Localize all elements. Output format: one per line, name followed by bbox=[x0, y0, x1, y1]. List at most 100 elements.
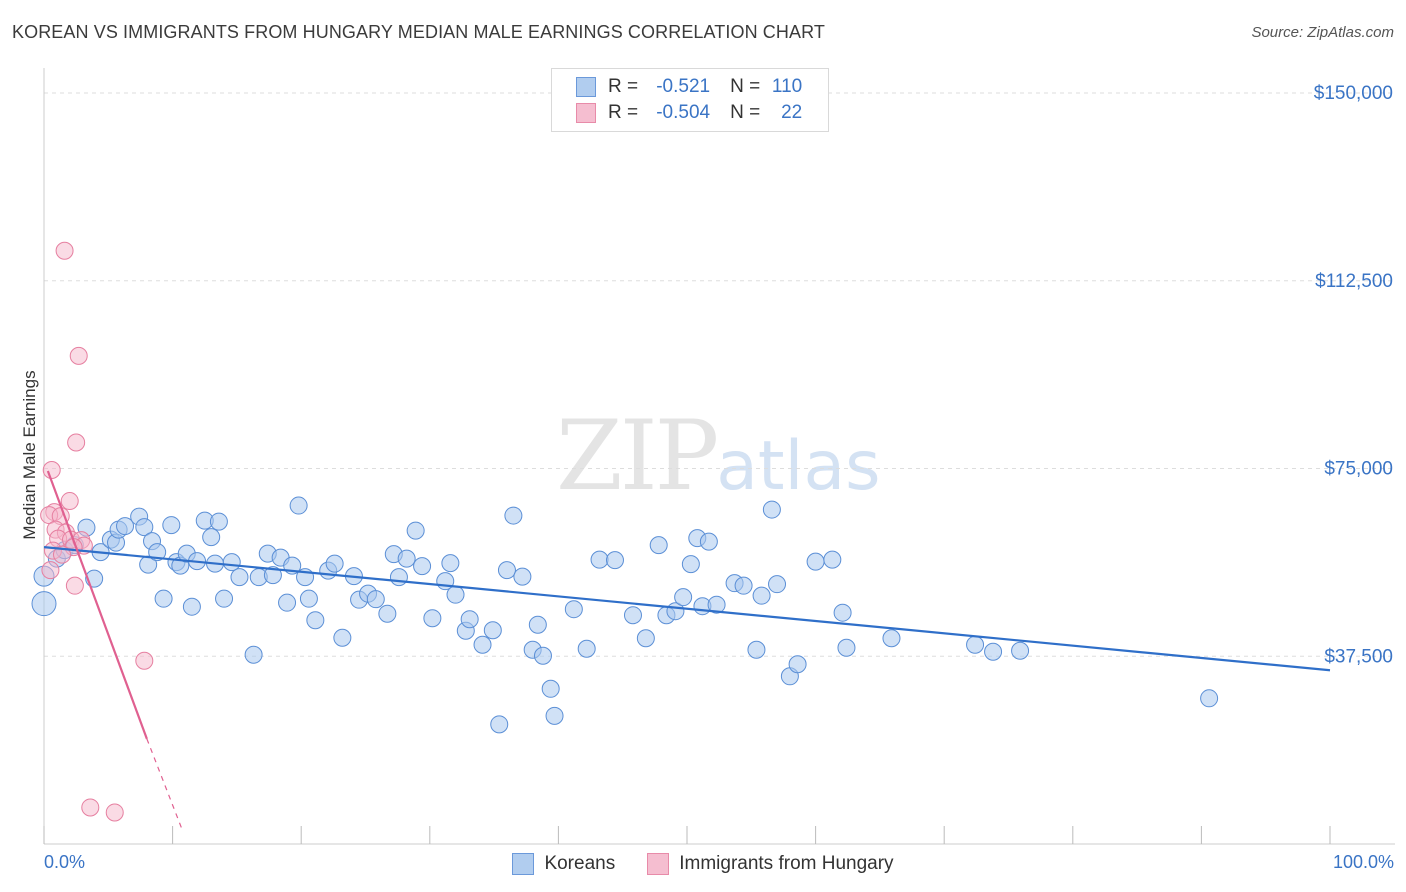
korean-point bbox=[605, 551, 624, 570]
korean-point bbox=[497, 561, 516, 580]
korean-point bbox=[209, 512, 228, 531]
korean-point bbox=[504, 506, 523, 525]
korean-point bbox=[222, 553, 241, 572]
hungary-point bbox=[67, 433, 86, 452]
korean-point bbox=[966, 635, 985, 654]
korean-point bbox=[788, 655, 807, 674]
korean-point bbox=[768, 575, 787, 594]
legend-r-value: -0.521 bbox=[656, 76, 711, 97]
legend-r-label: R = bbox=[608, 76, 639, 97]
hungary-point bbox=[105, 803, 124, 822]
korean-point bbox=[299, 589, 318, 608]
korean-point bbox=[545, 706, 564, 725]
korean-point bbox=[389, 568, 408, 587]
series-swatch-koreans bbox=[512, 853, 535, 875]
watermark: ZIPatlas bbox=[556, 400, 881, 512]
korean-point bbox=[31, 591, 57, 617]
korean-point bbox=[636, 629, 655, 648]
korean-point bbox=[513, 567, 532, 586]
hungary-trend-extension bbox=[146, 738, 184, 832]
watermark-atlas: atlas bbox=[716, 427, 881, 506]
legend-r-value: -0.504 bbox=[656, 102, 711, 123]
korean-point bbox=[116, 517, 135, 536]
series-legend: Koreans Immigrants from Hungary bbox=[0, 852, 1406, 876]
korean-point bbox=[490, 715, 509, 734]
series-legend-koreans[interactable]: Koreans bbox=[512, 853, 615, 875]
korean-point bbox=[674, 588, 693, 607]
korean-point bbox=[378, 604, 397, 623]
korean-point bbox=[306, 611, 325, 630]
korean-point bbox=[406, 521, 425, 540]
korean-point bbox=[244, 645, 263, 664]
korean-point bbox=[397, 549, 416, 568]
korean-point bbox=[202, 528, 221, 547]
legend-row-hungary: R = -0.504 N = 22 bbox=[576, 101, 802, 125]
korean-point bbox=[423, 609, 442, 628]
legend-swatch-koreans bbox=[576, 77, 596, 97]
korean-point bbox=[441, 554, 460, 573]
korean-trend-line bbox=[43, 546, 1331, 672]
series-swatch-hungary bbox=[647, 853, 670, 875]
legend-n-value: 22 bbox=[781, 102, 803, 123]
hungary-point bbox=[42, 461, 61, 480]
korean-point bbox=[533, 646, 552, 665]
korean-point bbox=[278, 593, 297, 612]
korean-point bbox=[528, 615, 547, 634]
y-tick-label: $112,500 bbox=[1315, 271, 1393, 292]
hungary-point bbox=[60, 492, 79, 511]
hungary-point bbox=[55, 241, 74, 260]
hungary-trend-line bbox=[46, 470, 148, 740]
korean-point bbox=[182, 597, 201, 616]
chart-title: KOREAN VS IMMIGRANTS FROM HUNGARY MEDIAN… bbox=[12, 22, 825, 42]
chart-source: Source: ZipAtlas.com bbox=[1251, 24, 1394, 41]
hungary-point bbox=[41, 561, 60, 580]
korean-point bbox=[1200, 689, 1219, 708]
korean-point bbox=[564, 600, 583, 619]
korean-point bbox=[806, 552, 825, 571]
correlation-legend: R = -0.521 N = 110 R = -0.504 N = 22 bbox=[551, 68, 829, 132]
korean-point bbox=[837, 638, 856, 657]
korean-point bbox=[325, 554, 344, 573]
korean-point bbox=[833, 603, 852, 622]
korean-point bbox=[882, 629, 901, 648]
legend-n-label: N = bbox=[730, 102, 761, 123]
y-tick-label: $37,500 bbox=[1324, 646, 1393, 667]
legend-row-koreans: R = -0.521 N = 110 bbox=[576, 75, 802, 99]
hungary-point bbox=[65, 576, 84, 595]
legend-r-label: R = bbox=[608, 102, 639, 123]
series-label-hungary: Immigrants from Hungary bbox=[679, 853, 894, 874]
korean-point bbox=[154, 589, 173, 608]
legend-swatch-hungary bbox=[576, 103, 596, 123]
korean-point bbox=[162, 516, 181, 535]
hungary-point bbox=[81, 798, 100, 817]
korean-point bbox=[577, 639, 596, 658]
hungary-point bbox=[53, 545, 72, 564]
korean-point bbox=[135, 518, 154, 537]
korean-point bbox=[752, 586, 771, 605]
korean-point bbox=[483, 621, 502, 640]
korean-point bbox=[984, 642, 1003, 661]
korean-point bbox=[289, 496, 308, 515]
korean-point bbox=[649, 536, 668, 555]
legend-n-label: N = bbox=[730, 76, 761, 97]
korean-point bbox=[541, 679, 560, 698]
korean-point bbox=[747, 640, 766, 659]
korean-point bbox=[148, 543, 167, 562]
series-label-koreans: Koreans bbox=[544, 853, 616, 874]
hungary-point bbox=[69, 346, 88, 365]
korean-point bbox=[413, 557, 432, 576]
korean-point bbox=[333, 628, 352, 647]
y-tick-label: $150,000 bbox=[1314, 83, 1393, 104]
korean-point bbox=[707, 595, 726, 614]
series-legend-hungary[interactable]: Immigrants from Hungary bbox=[647, 853, 894, 875]
x-tick-label-min: 0.0% bbox=[44, 852, 86, 872]
korean-point bbox=[473, 635, 492, 654]
hungary-point bbox=[135, 651, 154, 670]
korean-point bbox=[823, 550, 842, 569]
korean-point bbox=[215, 589, 234, 608]
y-tick-label: $75,000 bbox=[1324, 459, 1393, 480]
x-tick-label-max: 100.0% bbox=[1332, 852, 1394, 872]
korean-point bbox=[263, 566, 282, 585]
korean-point bbox=[446, 585, 465, 604]
